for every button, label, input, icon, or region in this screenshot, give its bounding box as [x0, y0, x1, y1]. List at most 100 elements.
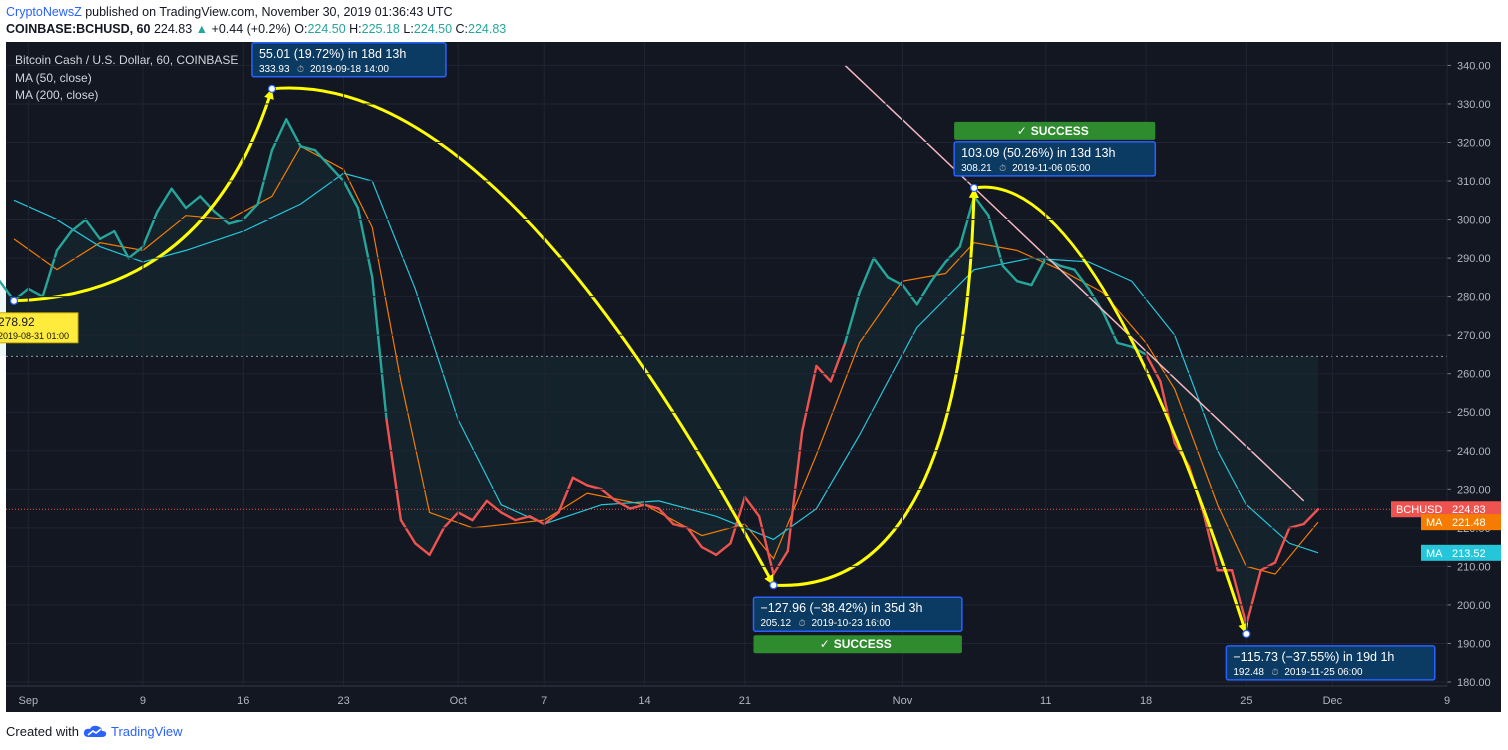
price-marker-box — [0, 312, 79, 344]
success-badge — [753, 635, 962, 654]
check-icon: ✓ — [1017, 124, 1027, 138]
price-segment — [600, 488, 618, 503]
price-segment — [385, 418, 403, 522]
price-segment — [1058, 264, 1076, 271]
price-segment — [371, 276, 388, 422]
price-segment — [98, 229, 116, 241]
callout-price: 205.12 — [760, 618, 791, 629]
callout-change: −115.73 (−37.55%) in 19d 1h — [1233, 650, 1394, 664]
callout-point — [970, 183, 979, 193]
callout-point — [769, 581, 778, 590]
success-label: SUCCESS — [1031, 124, 1089, 138]
price-segment — [528, 515, 546, 526]
price-segment — [1230, 569, 1248, 626]
price-segment — [471, 499, 489, 522]
ma50-tag-label: MA — [1426, 517, 1443, 529]
clock-icon: ⏱ — [999, 163, 1006, 173]
y-tick-label: 250.00 — [1457, 407, 1491, 419]
price-segment — [671, 522, 689, 530]
price-segment — [643, 503, 661, 510]
y-tick-label: 290.00 — [1457, 253, 1491, 265]
tradingview-cloud-icon — [83, 725, 107, 737]
callout-change: 55.01 (19.72%) in 18d 13h — [259, 47, 406, 61]
y-tick-label: 240.00 — [1457, 446, 1491, 458]
chart-background — [6, 42, 1447, 686]
price-segment — [800, 364, 818, 433]
price-segment — [27, 287, 44, 298]
price-marker-date: 2019-08-31 01:00 — [0, 331, 69, 341]
footer: Created with TradingView — [6, 724, 183, 739]
author-link[interactable]: CryptoNewsZ — [6, 5, 82, 19]
ohlc-line: COINBASE:BCHUSD, 60 224.83 ▲ +0.44 (+0.2… — [6, 21, 506, 38]
price-segment — [1273, 526, 1291, 564]
clock-icon: ⏱ — [1271, 667, 1278, 677]
price-segment — [399, 518, 417, 545]
price-segment — [1116, 341, 1133, 348]
projection-arc — [773, 187, 976, 587]
callout-change: −127.96 (−38.42%) in 35d 3h — [760, 601, 922, 615]
y-tick-label: 260.00 — [1457, 369, 1491, 381]
price-segment — [285, 118, 302, 148]
x-tick-label: 25 — [1240, 695, 1252, 707]
price-segment — [1302, 508, 1320, 526]
y-tick-label: 300.00 — [1457, 215, 1491, 227]
x-tick-label: Oct — [450, 695, 467, 707]
price-segment — [500, 511, 517, 522]
success-badge — [954, 121, 1156, 140]
price-segment — [1001, 264, 1019, 283]
x-tick-label: 7 — [541, 695, 547, 707]
y-tick-label: 180.00 — [1457, 677, 1491, 689]
price-segment — [0, 280, 16, 302]
price-segment — [829, 341, 847, 383]
price-segment — [1288, 522, 1305, 530]
publish-text: published on TradingView.com, November 3… — [81, 5, 453, 19]
ma50-price-tag — [1447, 514, 1501, 531]
ma200-price-tag-value: 213.52 — [1452, 548, 1486, 560]
price-segment — [586, 484, 603, 491]
price-segment — [213, 210, 231, 225]
x-tick-label: Nov — [893, 695, 913, 707]
price-segment — [70, 218, 87, 233]
legend-title: Bitcoin Cash / U.S. Dollar, 60, COINBASE — [15, 53, 238, 67]
x-tick-label: 11 — [1040, 695, 1051, 707]
symbol-label: COINBASE:BCHUSD, 60 — [6, 22, 151, 36]
price-segment — [557, 476, 575, 514]
price-chart[interactable]: 340.00 330.00 320.00 310.00 300.00 290.00 280.… — [0, 42, 1508, 714]
price-segment — [127, 245, 145, 260]
price-segment — [313, 148, 331, 167]
y-tick-label: 270.00 — [1457, 330, 1491, 342]
price-segment — [858, 256, 875, 294]
price-segment — [743, 495, 761, 518]
callout-price: 308.21 — [961, 163, 992, 174]
price-segment — [972, 195, 990, 217]
x-tick-label: Dec — [1323, 695, 1343, 707]
close-value: 224.83 — [468, 22, 507, 36]
price-segment — [256, 148, 274, 206]
price-segment — [442, 511, 460, 530]
price-segment — [84, 218, 102, 241]
chart-header: CryptoNewsZ published on TradingView.com… — [6, 4, 506, 38]
tradingview-brand[interactable]: TradingView — [110, 724, 183, 739]
price-segment — [714, 542, 732, 557]
change-value: +0.44 (+0.2%) — [211, 22, 291, 36]
x-tick-label: 9 — [140, 695, 146, 707]
price-segment — [987, 214, 1004, 268]
price-segment — [886, 276, 904, 287]
price-marker-value: 278.92 — [0, 315, 35, 329]
callout-datetime: 2019-09-18 14:00 — [310, 64, 389, 75]
price-segment — [872, 256, 890, 279]
price-segment — [270, 118, 288, 152]
callout-box — [953, 141, 1157, 177]
price-segment — [757, 515, 775, 576]
y-tick-label: 200.00 — [1457, 600, 1491, 612]
close-label: C: — [455, 22, 469, 36]
price-segment — [929, 260, 947, 283]
success-label: SUCCESS — [834, 637, 892, 651]
y-tick-label: 210.00 — [1457, 561, 1491, 573]
x-tick-label: Sep — [19, 695, 39, 707]
trendline — [844, 64, 1305, 502]
price-segment — [772, 549, 790, 576]
price-segment — [700, 545, 718, 557]
symbol-tag — [1391, 501, 1447, 518]
price-segment — [1015, 280, 1033, 287]
